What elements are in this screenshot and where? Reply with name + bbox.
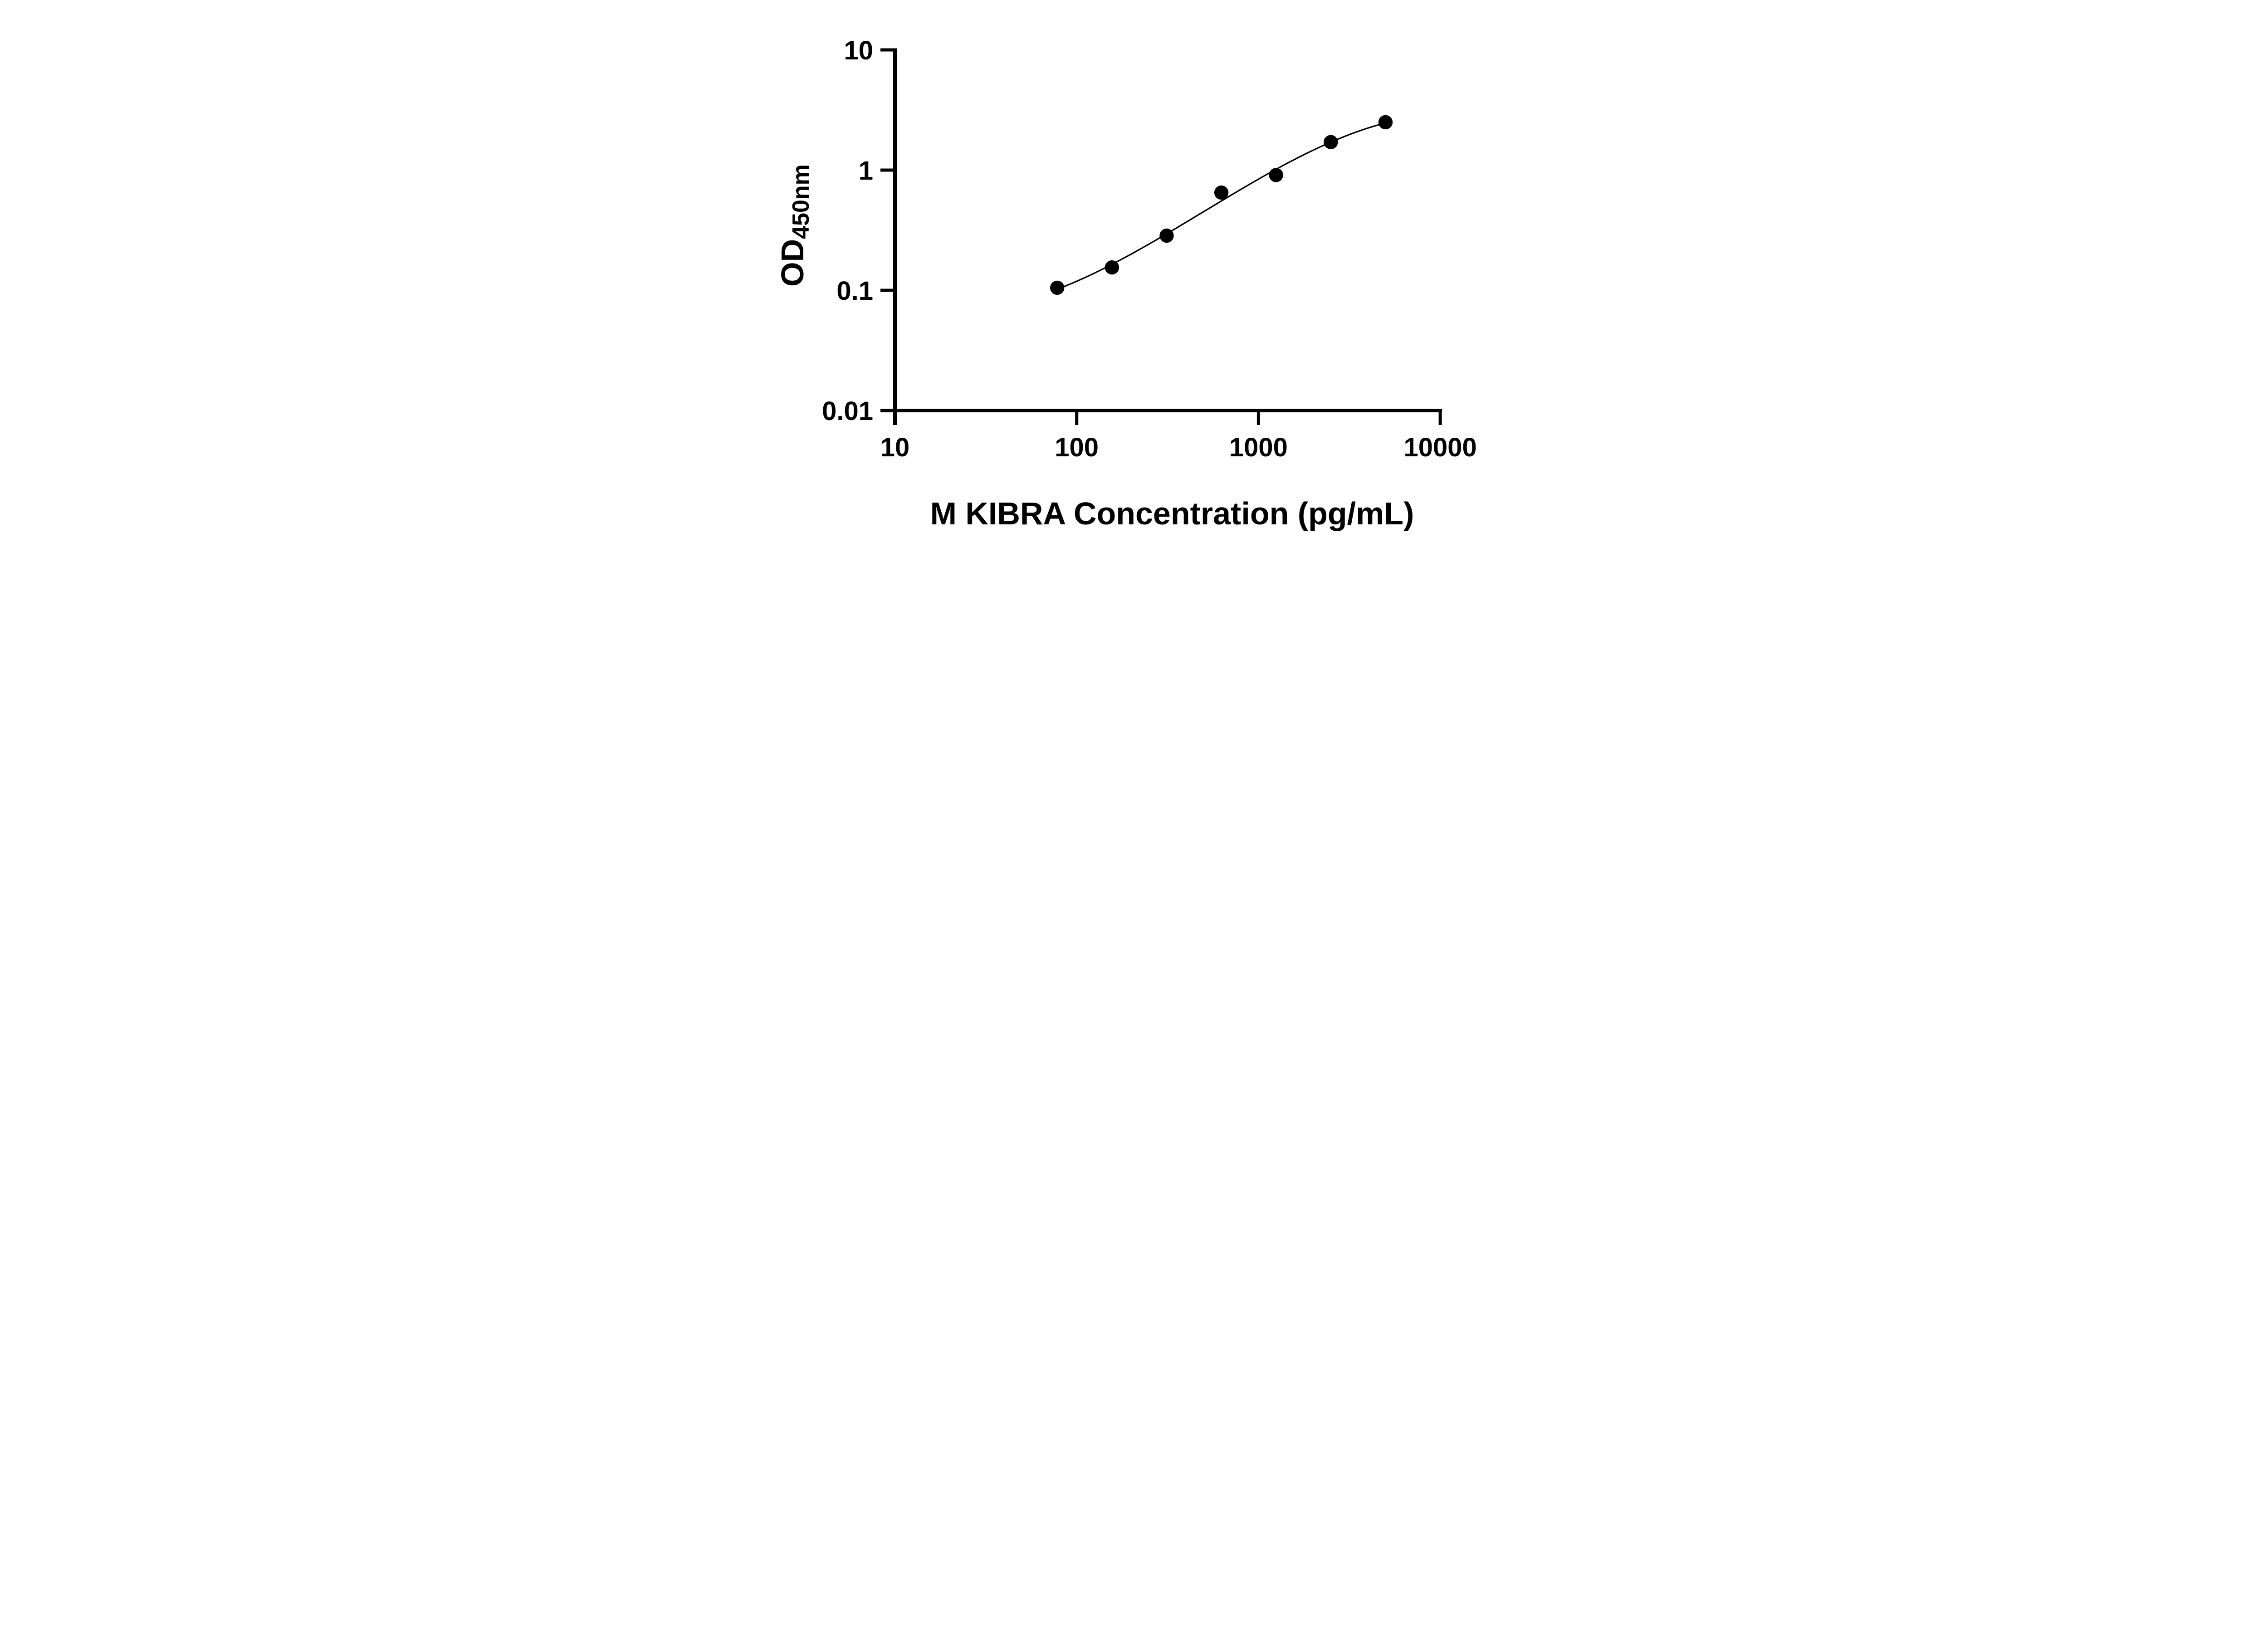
x-tick-label: 1000 [1229, 433, 1288, 462]
y-axis-title-main: OD [775, 239, 810, 287]
data-point [1378, 115, 1393, 130]
data-point [1324, 135, 1338, 149]
y-tick-label: 0.1 [836, 276, 873, 306]
y-tick-label: 10 [844, 36, 873, 65]
x-tick-label: 10 [880, 433, 910, 462]
x-tick-label: 100 [1055, 433, 1099, 462]
data-point [1159, 228, 1174, 243]
data-point [1214, 185, 1229, 200]
plot-area [1050, 115, 1393, 295]
data-point [1105, 260, 1119, 275]
standard-curve-chart: 10 1 0.1 0.01 10 100 1000 10000 M KIBRA … [775, 36, 1477, 531]
figure-canvas: 10 1 0.1 0.01 10 100 1000 10000 M KIBRA … [745, 0, 1523, 544]
y-tick-label: 0.01 [822, 396, 873, 426]
x-axis-ticks [893, 409, 1442, 425]
data-point [1269, 168, 1283, 182]
y-axis-title: OD450nm [775, 164, 814, 287]
y-tick-label: 1 [859, 156, 873, 186]
y-axis-title-subscript: 450nm [788, 164, 814, 239]
x-axis-title: M KIBRA Concentration (pg/mL) [930, 496, 1414, 531]
data-point [1050, 280, 1065, 295]
x-tick-label: 10000 [1403, 433, 1476, 462]
